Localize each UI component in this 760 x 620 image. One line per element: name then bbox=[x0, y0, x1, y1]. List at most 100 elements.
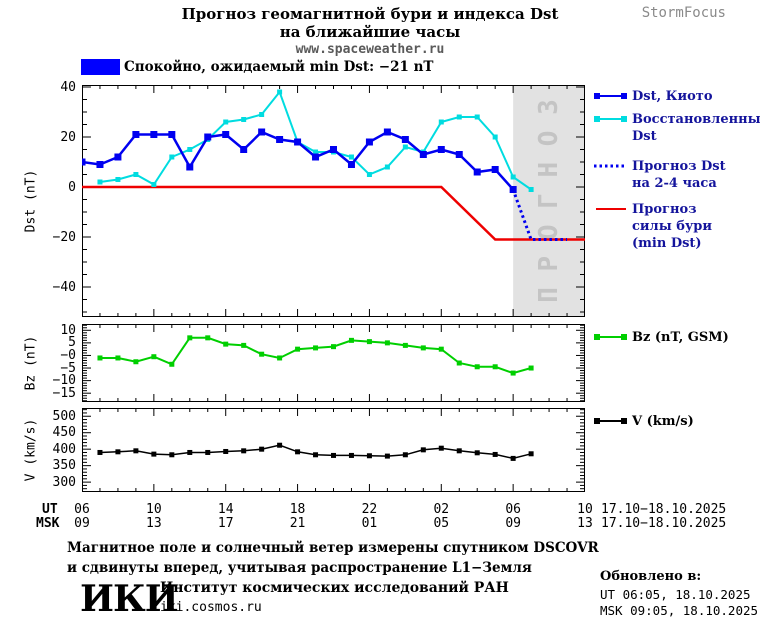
series-marker bbox=[258, 128, 266, 136]
series-marker bbox=[114, 153, 122, 161]
series-line bbox=[99, 89, 532, 191]
series-marker bbox=[437, 146, 445, 153]
series-marker bbox=[331, 452, 336, 458]
series-marker bbox=[402, 342, 408, 348]
series-marker bbox=[115, 449, 121, 455]
legend-label-line: (min Dst) bbox=[632, 236, 702, 251]
series-marker bbox=[384, 340, 390, 346]
dst-chart-panel-svg: П Р О Г Н О З bbox=[78, 85, 586, 317]
series-marker bbox=[492, 364, 498, 370]
msk-row-tick-label: 01 bbox=[361, 516, 378, 531]
msk-row-tick-label: 09 bbox=[74, 516, 90, 531]
series-line bbox=[511, 188, 567, 241]
ut-row-tick-label: 14 bbox=[217, 502, 234, 517]
series-marker bbox=[96, 161, 104, 168]
y-tick-label: 10 bbox=[60, 322, 76, 338]
series-marker bbox=[401, 136, 409, 143]
page-subtitle: на ближайшие часы bbox=[279, 23, 461, 41]
series-marker bbox=[420, 345, 426, 351]
legend-entry: Прогноз силы бури (min Dst) bbox=[594, 201, 712, 252]
series-marker bbox=[222, 131, 230, 138]
bz-chart-panel-svg bbox=[81, 324, 586, 402]
series-marker bbox=[132, 131, 140, 138]
ut-row-date-range: 17.10−18.10.2025 bbox=[601, 502, 727, 517]
legend-label-line: V (km/s) bbox=[632, 414, 694, 429]
series-marker bbox=[240, 146, 248, 153]
series-marker bbox=[384, 453, 390, 459]
series-marker bbox=[348, 337, 354, 343]
series-marker bbox=[223, 119, 229, 125]
legend-swatch-line-squares-icon bbox=[594, 334, 627, 340]
legend-label: V (km/s) bbox=[632, 413, 694, 430]
y-tick-label: 400 bbox=[52, 441, 76, 457]
y-tick-label: −15 bbox=[52, 385, 76, 401]
series-marker bbox=[419, 151, 427, 158]
y-tick-label: −20 bbox=[52, 229, 76, 245]
ut-row-tick-label: 06 bbox=[74, 502, 90, 517]
series-marker bbox=[383, 128, 391, 136]
series-marker bbox=[205, 449, 211, 455]
series-marker bbox=[78, 158, 86, 166]
series-marker bbox=[348, 154, 354, 160]
series-marker bbox=[313, 345, 319, 351]
series-marker bbox=[97, 355, 103, 361]
legend-label-line: Bz (nT, GSM) bbox=[632, 330, 729, 345]
series-line bbox=[100, 336, 532, 375]
series-marker bbox=[491, 166, 499, 173]
ut-row-tick-label: 22 bbox=[361, 502, 378, 517]
panel-border bbox=[82, 324, 585, 402]
series-marker bbox=[474, 450, 480, 456]
y-tick-label: 500 bbox=[52, 408, 76, 424]
series-marker bbox=[384, 164, 390, 170]
storm-status-text: Спокойно, ожидаемый min Dst: −21 nT bbox=[124, 59, 434, 75]
brand-label: StormFocus bbox=[641, 5, 726, 21]
series-marker bbox=[402, 452, 408, 458]
msk-row-tick-label: 13 bbox=[146, 516, 162, 531]
series-marker bbox=[223, 341, 229, 347]
legend-entry: Прогноз Dst на 2-4 часа bbox=[594, 158, 726, 192]
series-marker bbox=[133, 359, 139, 365]
series-marker bbox=[276, 136, 284, 143]
y-axis-title: Bz (nT) bbox=[23, 335, 39, 391]
series-marker bbox=[294, 138, 302, 146]
series-marker bbox=[241, 342, 247, 348]
y-tick-label: −10 bbox=[52, 373, 76, 389]
legend-label: Bz (nT, GSM) bbox=[632, 329, 729, 346]
dst-chart-panel: П Р О Г Н О З bbox=[78, 85, 586, 317]
v-chart-panel bbox=[81, 408, 586, 493]
msk-row-tick-label: 21 bbox=[289, 516, 306, 531]
legend-entry: V (km/s) bbox=[594, 413, 694, 430]
y-tick-label: 300 bbox=[52, 474, 76, 490]
legend-swatch-dotted-icon bbox=[594, 164, 627, 168]
legend-entry: Bz (nT, GSM) bbox=[594, 329, 729, 346]
series-marker bbox=[347, 161, 355, 168]
series-marker bbox=[259, 446, 265, 452]
series-marker bbox=[438, 346, 444, 352]
series-marker bbox=[277, 89, 283, 95]
y-axis-title: Dst (nT) bbox=[23, 169, 39, 233]
series-line bbox=[82, 185, 585, 241]
storm-level-color-box bbox=[81, 59, 120, 75]
series-marker bbox=[456, 448, 462, 454]
series-marker bbox=[366, 453, 372, 459]
series-marker bbox=[115, 177, 121, 182]
msk-row-tick-label: 05 bbox=[433, 516, 450, 531]
legend-swatch-line-squares-icon bbox=[594, 418, 627, 424]
y-tick-label: 20 bbox=[60, 129, 76, 145]
series-marker bbox=[313, 149, 319, 155]
series-marker bbox=[187, 449, 193, 455]
series-marker bbox=[420, 447, 426, 453]
series-marker bbox=[402, 144, 408, 150]
series-marker bbox=[295, 449, 301, 455]
legend-label: Восстановленный Dst bbox=[632, 111, 760, 145]
legend-label-line: Прогноз Dst bbox=[632, 159, 726, 174]
series-marker bbox=[97, 449, 103, 455]
series-marker bbox=[97, 179, 103, 185]
legend-swatch-line-squares-icon bbox=[594, 116, 627, 122]
legend-label-line: Восстановленный bbox=[632, 112, 760, 127]
page-title: Прогноз геомагнитной бури и индекса Dst bbox=[181, 5, 559, 23]
series-marker bbox=[169, 361, 175, 367]
updated-ut-time: UT 06:05, 18.10.2025 bbox=[600, 587, 751, 602]
updated-label: Обновлено в: bbox=[600, 569, 702, 584]
institute-site-url: iki.cosmos.ru bbox=[160, 600, 262, 615]
